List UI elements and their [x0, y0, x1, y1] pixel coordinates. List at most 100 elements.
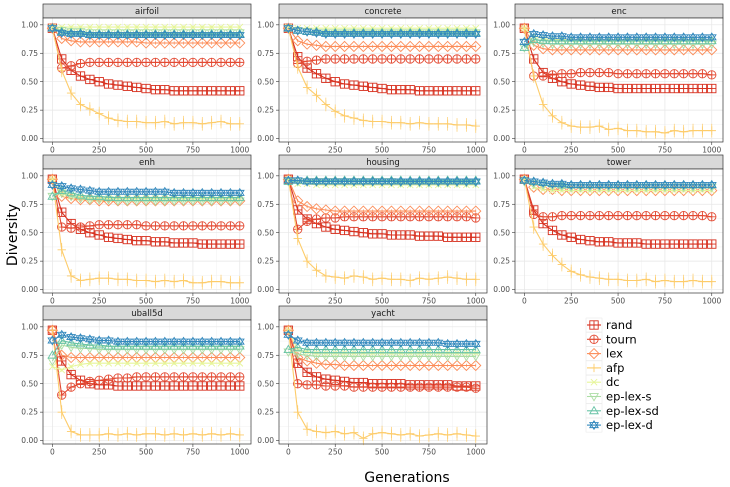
y-tick-label-housing: 1.00	[257, 171, 274, 180]
y-tick-label-housing: 0.50	[257, 228, 274, 237]
data-point-yacht-tourn	[405, 382, 415, 392]
data-point-concrete-afp	[312, 91, 321, 100]
data-point-airfoil-dc	[208, 23, 216, 31]
y-tick-label-yacht: 1.00	[257, 322, 274, 331]
series-airfoil-afp	[48, 24, 244, 131]
data-point-yacht-lex	[348, 359, 360, 372]
data-point-airfoil-tourn	[85, 57, 95, 68]
data-point-concrete-afp	[302, 83, 312, 92]
data-point-yacht-ep-lex-d	[311, 337, 322, 348]
data-point-airfoil-tourn	[169, 57, 179, 68]
data-point-airfoil-rand	[94, 77, 104, 87]
data-point-enc-ep-lex-d	[697, 32, 708, 43]
data-point-concrete-ep-lex-d	[423, 28, 434, 39]
data-point-enc-afp	[641, 127, 651, 136]
data-point-airfoil-dc	[123, 23, 131, 31]
series-concrete-tourn	[283, 23, 481, 69]
data-point-tower-afp	[707, 277, 716, 286]
data-point-yacht-ep-lex-s	[330, 353, 341, 362]
x-tick-label-housing: 1000	[466, 297, 485, 306]
data-point-housing-tourn	[396, 212, 406, 222]
legend-label-afp: afp	[606, 361, 624, 375]
data-point-airfoil-ep-lex-sd	[234, 28, 245, 38]
data-point-concrete-rand	[424, 86, 434, 96]
y-tick-label-housing: 0.75	[257, 200, 274, 209]
data-point-housing-lex	[404, 205, 416, 217]
data-point-concrete-ep-lex-sd	[452, 27, 463, 37]
data-point-enh-ep-lex-d	[206, 187, 217, 198]
data-point-legend-afp	[589, 363, 599, 373]
data-point-concrete-rand	[405, 85, 415, 95]
data-point-concrete-ep-lex-sd	[311, 26, 322, 36]
data-point-tower-afp	[576, 270, 585, 279]
data-point-housing-ep-lex-sd	[442, 175, 453, 184]
data-point-uball5d-ep-lex-sd	[84, 339, 95, 349]
data-point-enc-lex	[696, 44, 709, 56]
data-point-housing-ep-lex-sd	[339, 175, 350, 184]
data-point-enh-rand	[113, 233, 123, 244]
data-point-tower-rand	[669, 239, 679, 249]
data-point-uball5d-afp	[179, 430, 188, 440]
data-point-tower-afp	[670, 277, 679, 286]
series-enc-lex	[518, 22, 718, 56]
data-point-housing-afp	[396, 275, 406, 284]
data-point-enc-ep-lex-sd	[538, 35, 549, 45]
data-point-yacht-tourn	[311, 380, 322, 390]
data-point-yacht-ep-lex-d	[470, 338, 481, 349]
legend-label-dc: dc	[606, 375, 620, 389]
data-point-enc-tourn	[697, 69, 708, 79]
data-point-uball5d-lex	[46, 324, 59, 336]
data-point-airfoil-ep-lex-sd	[150, 28, 161, 38]
data-point-enh-rand	[132, 236, 142, 246]
data-point-uball5d-ep-lex-sd	[75, 338, 86, 348]
data-point-airfoil-tourn	[178, 57, 189, 68]
data-point-tower-ep-lex-d	[566, 179, 577, 190]
data-point-concrete-lex	[460, 40, 473, 53]
data-point-airfoil-afp	[95, 109, 104, 118]
panel-border-tower	[514, 168, 724, 294]
data-point-concrete-afp	[340, 111, 349, 121]
data-point-uball5d-ep-lex-d	[84, 334, 95, 345]
data-point-concrete-ep-lex-d	[461, 28, 472, 39]
data-point-yacht-ep-lex-sd	[302, 344, 313, 353]
data-point-airfoil-afp	[76, 100, 85, 109]
data-point-enh-tourn	[94, 220, 104, 230]
data-point-airfoil-rand	[178, 86, 189, 96]
data-point-concrete-afp	[349, 113, 359, 123]
data-point-concrete-rand	[358, 81, 368, 91]
data-point-airfoil-tourn	[132, 57, 142, 68]
data-point-housing-ep-lex-sd	[405, 175, 416, 184]
data-point-airfoil-ep-lex-d	[103, 30, 114, 41]
data-point-concrete-afp	[452, 120, 462, 130]
data-point-yacht-lex	[423, 359, 435, 372]
data-point-concrete-afp	[387, 118, 396, 127]
data-point-uball5d-tourn	[66, 382, 76, 392]
data-point-uball5d-afp	[76, 430, 85, 440]
data-point-enh-tourn	[85, 221, 95, 231]
data-point-enh-tourn	[206, 221, 217, 231]
data-point-enc-ep-lex-d	[641, 32, 652, 43]
data-point-tower-lex	[649, 184, 662, 197]
series-uball5d-dc	[48, 359, 244, 374]
data-point-enh-ep-lex-sd	[234, 192, 245, 201]
y-tick-label-yacht: 0.25	[257, 408, 274, 417]
panel-border-housing	[278, 168, 488, 294]
data-point-enc-rand	[688, 83, 698, 94]
data-point-airfoil-afp	[57, 66, 66, 75]
data-point-airfoil-rand	[225, 86, 236, 96]
data-point-yacht-ep-lex-sd	[386, 344, 397, 353]
data-point-concrete-tourn	[349, 54, 359, 64]
data-point-yacht-dc	[472, 349, 480, 357]
data-point-enc-ep-lex-d	[566, 32, 577, 43]
data-point-airfoil-ep-lex-d	[169, 30, 180, 41]
data-point-yacht-afp	[377, 428, 387, 437]
data-point-yacht-tourn	[339, 381, 350, 391]
data-point-yacht-dc	[331, 349, 339, 357]
data-point-yacht-dc	[462, 349, 470, 357]
data-point-enh-rand	[150, 237, 161, 247]
data-point-uball5d-ep-lex-sd	[103, 341, 114, 350]
data-point-tower-tourn	[697, 210, 708, 221]
data-point-enh-ep-lex-d	[178, 187, 189, 198]
data-point-yacht-dc	[434, 349, 442, 357]
data-point-housing-lex	[338, 205, 351, 217]
